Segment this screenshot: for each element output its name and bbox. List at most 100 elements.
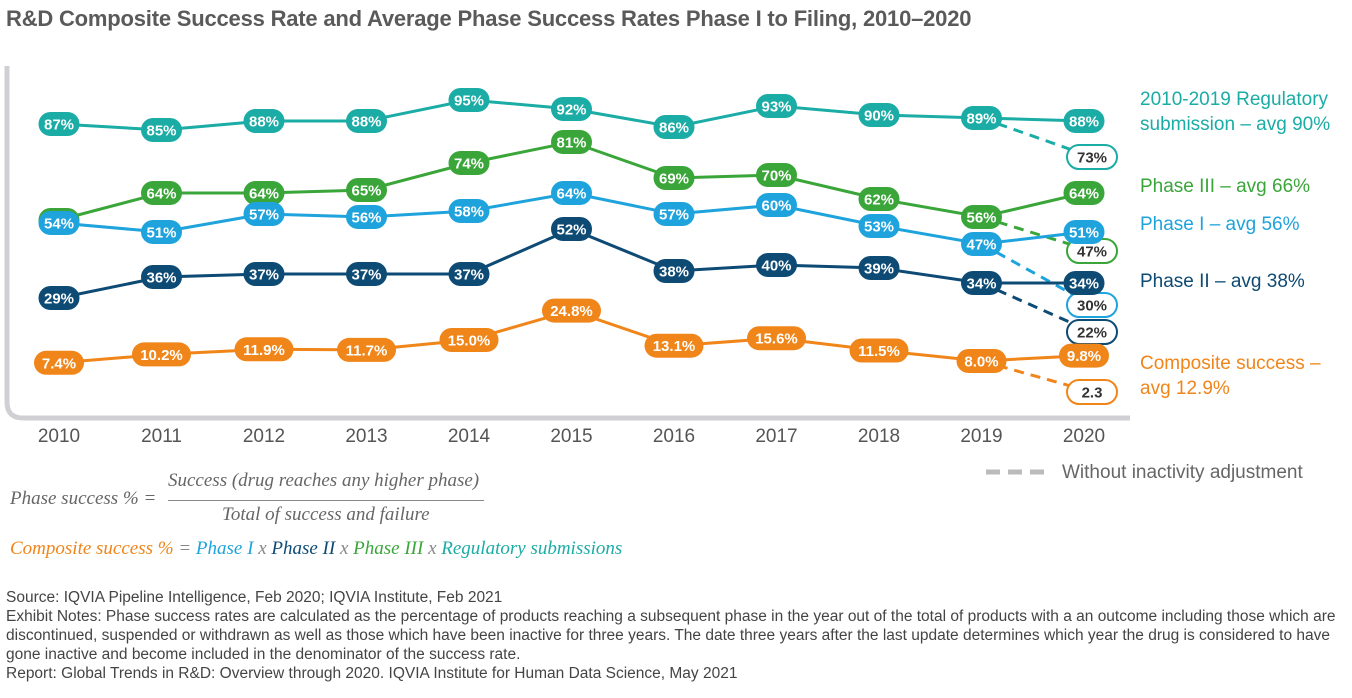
data-point-p1: 47% — [961, 232, 1002, 256]
data-point-p2: 52% — [551, 217, 592, 241]
data-label: 70% — [761, 168, 791, 185]
dashed-segment-p2 — [980, 281, 1093, 334]
data-label: 88% — [1069, 114, 1099, 131]
data-point-comp: 9.8% — [1059, 343, 1109, 368]
data-label: 53% — [864, 219, 894, 236]
x-tick-label: 2017 — [755, 426, 797, 447]
data-label: 11.7% — [346, 342, 388, 359]
report-note: Report: Global Trends in R&D: Overview t… — [6, 665, 738, 682]
data-label: 47% — [966, 237, 996, 254]
data-point-marker — [448, 199, 490, 223]
data-label: 89% — [966, 111, 996, 128]
data-label: 37% — [249, 267, 279, 284]
data-point-p2: 36% — [141, 265, 182, 289]
data-point-p1: 64% — [551, 181, 592, 205]
data-point-p3: 70% — [756, 163, 797, 187]
data-label: 92% — [556, 102, 586, 119]
data-point-marker — [346, 262, 387, 286]
data-point-marker — [961, 205, 1002, 229]
composite-formula: Composite success % = Phase I x Phase II… — [10, 538, 622, 560]
data-label: 86% — [659, 120, 689, 137]
data-label: 39% — [864, 261, 894, 278]
data-label: 88% — [249, 114, 279, 131]
adjusted-label: 30% — [1077, 298, 1107, 315]
data-point-comp: 7.4% — [34, 350, 84, 375]
data-point-reg: 88% — [243, 109, 285, 133]
data-point-p1: 51% — [141, 220, 182, 244]
data-label: 62% — [864, 192, 894, 209]
data-point-p3: 65% — [346, 178, 387, 202]
formula-part: Composite success % — [10, 538, 174, 559]
data-label: 58% — [454, 204, 484, 221]
exhibit-notes: Exhibit Notes: Phase success rates are c… — [6, 608, 1336, 663]
legend-comp: Composite success – avg 12.9% — [1140, 353, 1321, 399]
data-point-marker — [542, 298, 601, 323]
data-point-p3: 56% — [961, 205, 1002, 229]
data-point-marker — [243, 202, 285, 226]
formula-numerator: Success (drug reaches any higher phase) — [168, 470, 480, 491]
data-point-comp: 24.8% — [542, 298, 601, 323]
x-tick-label: 2012 — [243, 426, 285, 447]
data-point-marker — [243, 181, 285, 205]
data-point-marker — [141, 181, 182, 205]
x-tick-label: 2011 — [141, 426, 182, 447]
data-label: 95% — [454, 93, 484, 110]
data-point-marker — [141, 220, 182, 244]
data-point-marker — [756, 163, 797, 187]
data-point-comp: 13.1% — [644, 333, 704, 358]
data-point-marker — [551, 97, 592, 121]
data-point-marker — [756, 94, 797, 118]
data-point-p1: 60% — [756, 193, 797, 217]
data-point-reg: 87% — [38, 112, 80, 136]
formula-part: Phase II — [271, 538, 336, 559]
data-point-marker — [858, 187, 900, 211]
data-point-marker — [653, 115, 695, 139]
data-point-marker — [448, 151, 490, 175]
formula-part: Phase I — [195, 538, 254, 559]
data-label: 52% — [556, 222, 586, 239]
data-point-marker — [756, 253, 797, 277]
data-point-marker — [1063, 181, 1105, 205]
adjusted-point-comp: 2.3 — [1066, 379, 1118, 405]
data-point-marker — [141, 118, 182, 142]
data-point-reg: 88% — [346, 109, 387, 133]
data-label: 8.0% — [964, 354, 998, 371]
formula-part: Phase III — [353, 538, 424, 559]
data-label: 37% — [351, 267, 381, 284]
data-label: 74% — [454, 156, 484, 173]
data-point-marker — [653, 202, 695, 226]
data-point-marker — [747, 326, 806, 351]
data-label: 13.1% — [653, 338, 696, 355]
fraction-bar — [168, 500, 484, 501]
data-point-marker — [858, 103, 900, 127]
data-point-p2: 29% — [38, 286, 80, 310]
data-label: 54% — [44, 216, 74, 233]
adjusted-label: 22% — [1077, 325, 1107, 342]
data-point-marker — [551, 181, 592, 205]
data-point-reg: 95% — [448, 88, 490, 112]
formula-part: x — [335, 538, 354, 559]
data-point-marker — [38, 211, 80, 235]
data-point-marker — [34, 350, 84, 375]
data-point-marker — [551, 217, 592, 241]
data-label: 24.8% — [550, 303, 593, 320]
data-point-marker — [1063, 220, 1105, 244]
data-point-p2: 34% — [1063, 271, 1105, 295]
data-point-marker — [346, 178, 387, 202]
data-label: 85% — [146, 123, 176, 140]
data-label: 81% — [556, 135, 586, 152]
data-point-marker — [346, 109, 387, 133]
data-point-p1: 56% — [346, 205, 387, 229]
data-point-p2: 40% — [756, 253, 797, 277]
data-point-p2: 37% — [448, 262, 490, 286]
data-label: 51% — [1069, 225, 1099, 242]
data-label: 10.2% — [140, 347, 183, 364]
data-point-marker — [141, 265, 182, 289]
data-label: 34% — [966, 276, 996, 293]
data-label: 15.0% — [448, 333, 491, 350]
data-point-marker — [439, 328, 499, 352]
adjusted-label: 47% — [1077, 244, 1107, 261]
x-tick-label: 2019 — [960, 426, 1002, 447]
data-point-p3: 64% — [243, 181, 285, 205]
data-point-p2: 37% — [243, 262, 285, 286]
